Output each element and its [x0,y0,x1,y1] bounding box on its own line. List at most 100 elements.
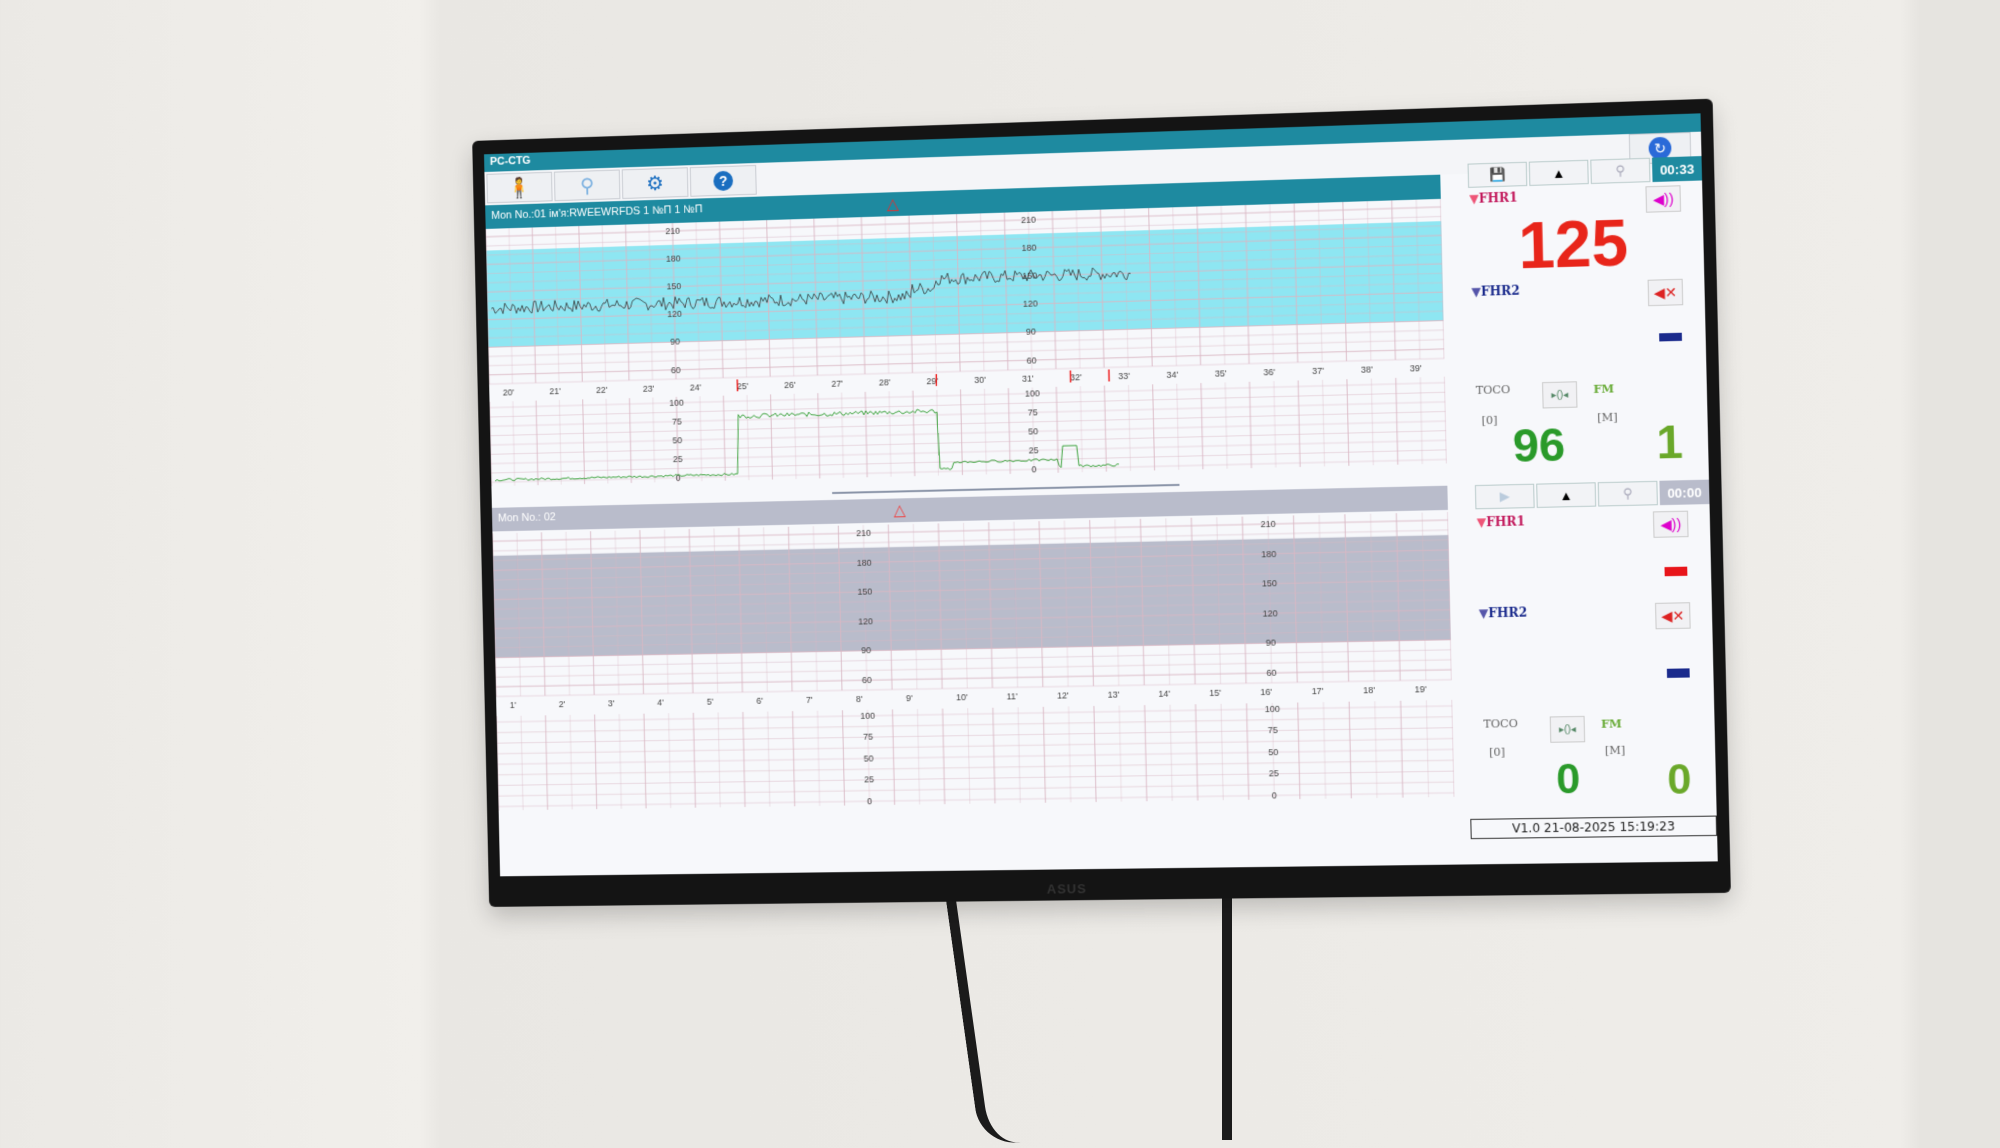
toco-gridline [1401,701,1403,798]
toco-gridline [1094,706,1096,802]
toco-gridline [1445,377,1447,464]
fhr2-speaker-muted-button[interactable]: ◀✕ [1648,279,1684,306]
fhr-tick-label: 90 [1026,327,1036,337]
toco-tick-label: 100 [1265,704,1280,714]
toco-zero-button[interactable]: ▸()◂ [1550,716,1585,743]
fhr-tick-label: 90 [1266,638,1276,648]
toco-tick-label: 0 [676,473,681,483]
time-tick-label: 14' [1158,689,1170,699]
toco-gridline [943,709,945,805]
toco-label: TOCO [1483,717,1518,731]
patient-info-icon: 🧍 [507,175,532,200]
time-tick-label: 36' [1263,367,1275,377]
time-tick-label: 38' [1361,364,1373,375]
alarm-triangle-icon[interactable]: △ [886,194,899,214]
fhr-gridline [496,660,1452,677]
time-tick-label: 21' [549,386,561,396]
fhr1-label: ▼FHR1 [1477,514,1526,529]
time-tick-label: 2' [559,699,566,709]
toco-gridline [583,399,585,484]
fm-label: FM [1601,717,1622,731]
search-record-button[interactable]: ⚲ [1590,158,1650,184]
fhr-tick-label: 90 [861,646,871,656]
patient-info-button[interactable]: 🧍 [486,172,552,204]
time-tick-label: 37' [1312,366,1324,376]
toco-gridline [497,706,1453,722]
toco-gridline [1298,703,1300,800]
toco-gridline [1375,701,1377,798]
fhr-tick-label: 120 [1262,608,1277,618]
toco-gridline [968,708,970,804]
fhr1-speaker-button[interactable]: ◀)) [1653,511,1689,538]
toco-gridline [1396,378,1398,465]
toco-gridline [1177,384,1179,470]
toco-gridline [1104,386,1106,472]
toco-gridline [865,392,867,477]
toco-gridline [917,709,919,805]
toco-gridline [818,711,820,806]
fhr2-speaker-muted-button[interactable]: ◀✕ [1655,602,1691,629]
monitor-cable [1222,880,1232,1140]
toco-gridline [497,716,499,810]
search-button[interactable]: ⚲ [554,169,621,201]
fhr-gridline [496,670,1452,687]
save-button[interactable]: 💾 [1468,162,1528,188]
time-tick-label: 17' [1312,686,1324,696]
fhr1-label: ▼FHR1 [1469,190,1518,206]
toco-gridline [499,793,1455,807]
fhr1-speaker-button[interactable]: ◀)) [1645,185,1681,213]
time-tick-label: 6' [756,696,763,706]
toco-gridline [1043,707,1045,803]
time-tick-label: 4' [657,697,664,707]
bell-icon: ▲ [1552,165,1566,181]
toco-tick-label: 0 [867,796,872,806]
monitor1-timer: 00:33 [1652,156,1702,182]
toco-tick-label: 0 [1032,464,1037,474]
toco-gridline [490,402,1445,426]
time-tick-label: 27' [831,378,843,388]
toco-gridline [723,396,725,481]
toco-gridline [1225,382,1227,468]
toco-gridline [1420,377,1422,464]
time-tick-label: 7' [806,695,813,705]
toco-tick-label: 75 [672,416,682,426]
settings-button[interactable]: ⚙ [622,167,689,199]
time-tick-label: 18' [1363,685,1375,695]
toco-gridline [1018,707,1020,803]
toco-zero-button[interactable]: ▸()◂ [1542,381,1577,408]
play-button[interactable]: ▶ [1475,484,1535,510]
time-tick-label: 5' [707,697,714,707]
monitor1-chart: 2101801501209060210180150120906020'21'22… [486,199,1447,496]
alarm-bell-button[interactable]: ▲ [1536,482,1596,508]
toco-gridline [842,710,844,805]
toco-gridline [889,391,891,476]
fhr-tick-label: 210 [665,226,680,236]
toco-gridline [490,421,1445,445]
alarm-bell-button[interactable]: ▲ [1529,160,1589,186]
help-icon: ? [713,171,733,191]
alarm-triangle-icon[interactable]: △ [893,500,906,520]
toco-value: 96 [1512,417,1566,473]
time-tick-label: 13' [1108,689,1120,699]
speaker-muted-icon: ◀✕ [1654,284,1678,302]
fhr1-color-marker [1664,567,1687,577]
toco-gridline [490,402,492,486]
time-tick-label: 12' [1057,690,1069,700]
help-button[interactable]: ? [690,165,757,197]
toco-tick-label: 50 [672,435,682,445]
time-tick-label: 28' [879,377,891,387]
fhr-tick-label: 150 [666,281,681,291]
time-tick-label: 24' [690,382,702,392]
fhr-tick-label: 60 [1266,668,1276,678]
search-icon: ⚲ [1623,485,1633,501]
toco-gridline [1426,700,1428,797]
toco-gridline [606,399,608,484]
toco-gridline [1196,704,1198,800]
toco-gridline [1347,379,1349,466]
toco-gridline [1201,383,1203,469]
time-tick-label: 35' [1215,368,1227,378]
fhr-tick-label: 180 [1022,243,1037,254]
ctg-app-window: PC-CTG 🧍 ⚲ ⚙ ? ↻ Mon No.:01 ім'я:RWEEWRF… [484,113,1718,876]
search-record-button[interactable]: ⚲ [1598,481,1658,507]
toco-gridline [693,713,695,808]
